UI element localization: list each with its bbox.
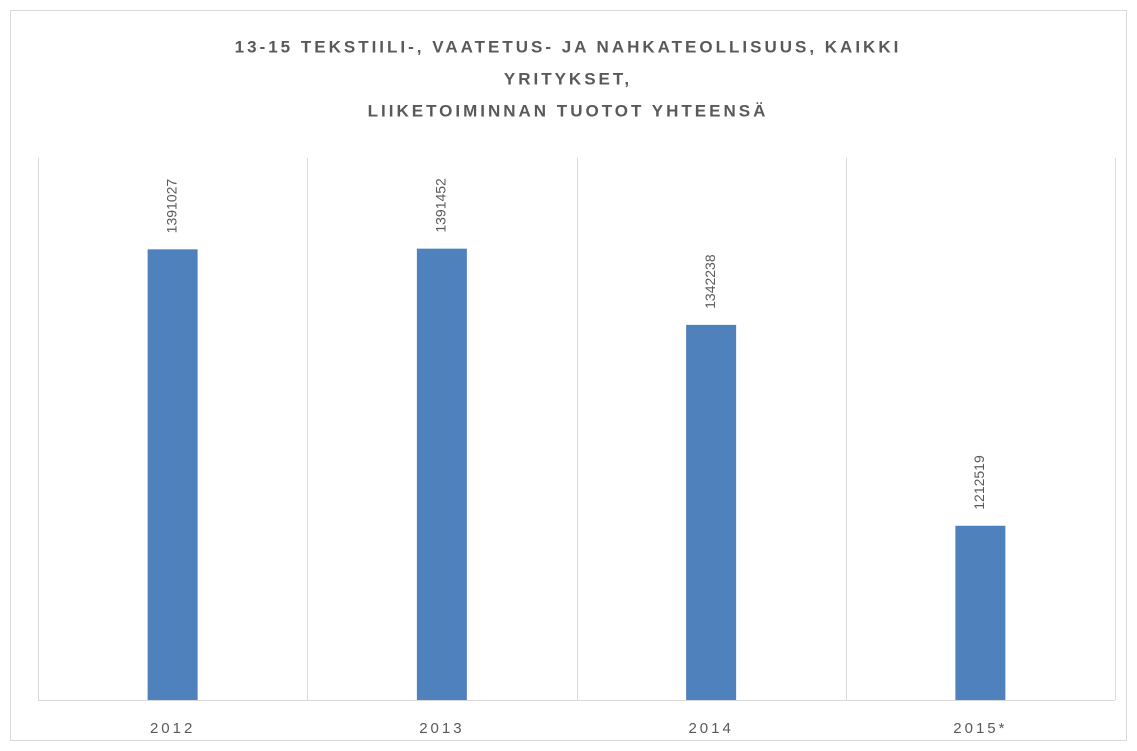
x-tick-label: 2014 xyxy=(688,720,733,737)
bar xyxy=(686,324,737,700)
value-label: 1342238 xyxy=(702,254,718,309)
chart-title: LIIKETOIMINNAN TUOTOT YHTEENSÄ xyxy=(368,101,769,120)
bar xyxy=(416,248,467,700)
x-tick-label: 2012 xyxy=(150,720,195,737)
value-label: 1391027 xyxy=(163,179,179,234)
x-tick-label: 2015* xyxy=(953,720,1007,737)
value-label: 1391452 xyxy=(433,178,449,233)
x-tick-label: 2013 xyxy=(419,720,464,737)
bar xyxy=(147,249,198,700)
value-label: 1212519 xyxy=(971,455,987,510)
chart-title: YRITYKSET, xyxy=(504,69,632,88)
chart-title: 13-15 TEKSTIILI-, VAATETUS- JA NAHKATEOL… xyxy=(235,37,902,56)
bar xyxy=(955,525,1006,700)
